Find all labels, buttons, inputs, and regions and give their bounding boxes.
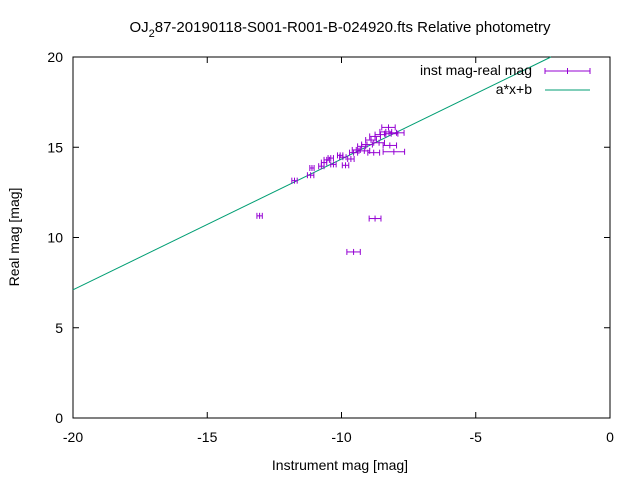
plot-border (72, 56, 611, 419)
data-point (367, 149, 381, 156)
data-point (388, 129, 405, 136)
data-point (361, 141, 373, 148)
x-tick-label: -10 (331, 429, 351, 445)
data-point (382, 142, 398, 149)
legend-swatch-errorbars (544, 68, 591, 74)
x-tick-label: 0 (606, 429, 614, 445)
data-point (330, 161, 337, 168)
data-point (256, 212, 263, 219)
fit-line (72, 56, 552, 291)
data-point (327, 155, 334, 162)
axis-ticks-layer: -20 -15 -10 -5 0 0 5 10 15 20 (47, 49, 614, 445)
data-point (291, 177, 298, 184)
y-tick-label: 20 (47, 49, 63, 65)
x-tick-label: -20 (63, 429, 83, 445)
x-tick-label: -5 (470, 429, 483, 445)
data-point (365, 137, 377, 144)
data-point (368, 215, 382, 222)
data-point (306, 172, 315, 179)
legend-label-fit: a*x+b (496, 81, 532, 97)
data-points-layer (256, 124, 406, 255)
y-tick-label: 0 (55, 410, 63, 426)
legend: inst mag-real mag a*x+b (420, 62, 591, 97)
data-point (339, 154, 347, 161)
chart-title: OJ287-20190118-S001-R001-B-024920.fts Re… (129, 19, 551, 40)
y-tick-label: 5 (55, 320, 63, 336)
data-point (346, 248, 361, 255)
data-point (347, 155, 355, 162)
y-axis-label: Real mag [mag] (6, 188, 22, 287)
x-axis-label: Instrument mag [mag] (272, 457, 408, 473)
fit-line-layer (72, 56, 552, 291)
y-tick-label: 10 (47, 230, 63, 246)
legend-label-errorbars: inst mag-real mag (420, 62, 532, 78)
plot-frame (72, 56, 611, 419)
data-point (382, 148, 406, 155)
data-point (341, 162, 350, 169)
y-tick-label: 15 (47, 139, 63, 155)
data-point (309, 165, 315, 172)
x-tick-label: -15 (197, 429, 217, 445)
data-point (381, 124, 396, 131)
data-point (383, 130, 399, 137)
